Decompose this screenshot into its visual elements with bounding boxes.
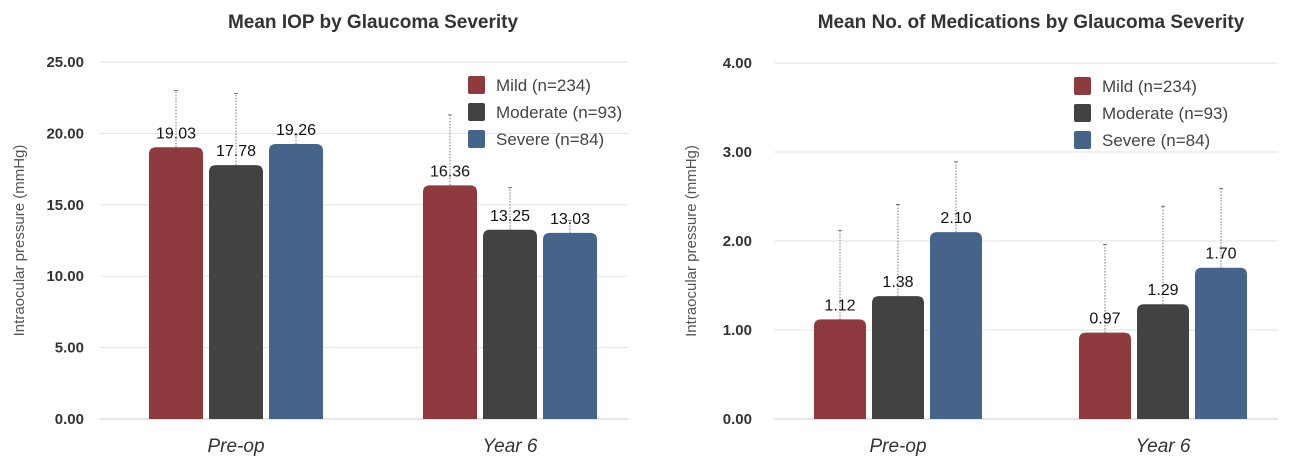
y-tick-label: 0.00 [723,411,752,428]
legend-entry: Mild (n=234) [1102,77,1197,96]
legend-entry: Moderate (n=93) [1102,104,1228,123]
bar [209,165,263,419]
iop-chart: Mean IOP by Glaucoma Severity 0.00 5.00 10.… [11,12,628,457]
legend-swatch [1074,104,1091,122]
legend-swatch [468,130,485,148]
bar [483,229,537,419]
x-tick-label: Year 6 [1136,436,1191,457]
data-label: 1.29 [1147,282,1178,299]
legend-swatch [1074,77,1091,95]
bar [1079,332,1131,419]
legend-entry: Moderate (n=93) [496,103,622,122]
data-label: 19.03 [156,125,196,142]
data-label: 2.10 [940,210,971,227]
y-tick-label: 1.00 [723,322,752,339]
data-label: 1.70 [1205,246,1236,263]
y-tick-label: 20.00 [46,125,84,142]
y-tick-label: 5.00 [55,340,84,357]
y-tick-label: 15.00 [46,197,84,214]
y-tick-label: 25.00 [46,54,84,71]
y-tick-label: 10.00 [46,268,84,285]
data-label: 0.97 [1089,311,1120,328]
y-tick-label: 4.00 [723,55,752,72]
data-label: 19.26 [276,122,316,139]
y-axis-label: Intraocular pressure (mmHg) [683,145,700,337]
bar [1137,304,1189,419]
x-tick-label: Pre-op [869,436,926,457]
y-tick-label: 0.00 [55,411,84,428]
bar [1195,267,1247,419]
bar [423,185,477,419]
y-tick-label: 2.00 [723,233,752,250]
bar [814,319,866,419]
bar [543,232,597,419]
data-label: 17.78 [216,143,256,160]
data-label: 13.03 [550,211,590,228]
legend-entry: Severe (n=84) [496,130,604,149]
x-tick-label: Year 6 [483,436,538,457]
data-label: 1.38 [882,274,913,291]
chart-title: Mean No. of Medications by Glaucoma Seve… [818,12,1245,33]
y-axis-label: Intraocular pressure (mmHg) [11,145,28,337]
x-tick-label: Pre-op [207,436,264,457]
bar [930,232,982,419]
y-tick-label: 3.00 [723,144,752,161]
medications-chart: Mean No. of Medications by Glaucoma Seve… [683,12,1278,457]
data-label: 16.36 [430,163,470,180]
legend-swatch [468,76,485,94]
legend-entry: Severe (n=84) [1102,131,1210,150]
bar [269,143,323,419]
bar [872,296,924,419]
data-label: 1.12 [824,297,855,314]
data-label: 13.25 [490,208,530,225]
legend-swatch [468,103,485,121]
legend-entry: Mild (n=234) [496,76,591,95]
bar [149,147,203,420]
chart-title: Mean IOP by Glaucoma Severity [228,12,518,33]
legend-swatch [1074,131,1091,149]
